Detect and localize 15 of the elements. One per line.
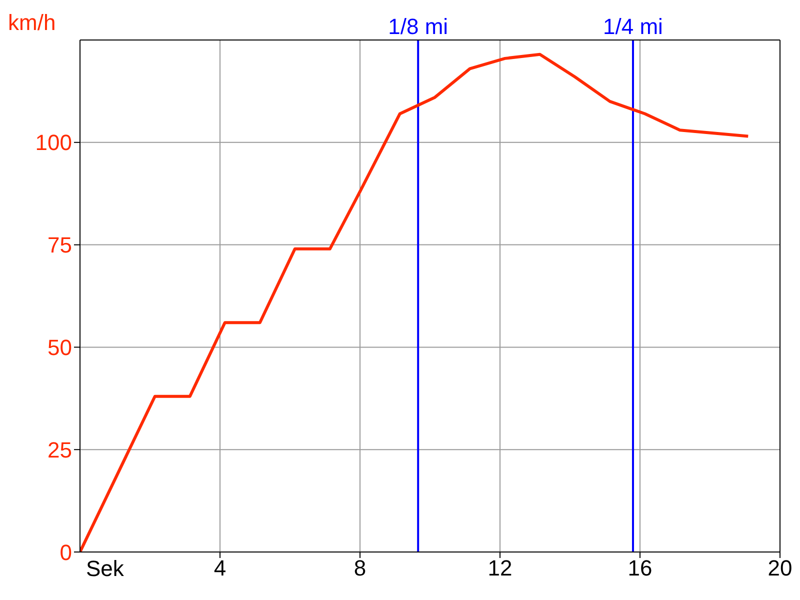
y-tick-label: 25 xyxy=(48,437,72,462)
x-axis-title: Sek xyxy=(86,556,124,582)
y-tick-label: 50 xyxy=(48,335,72,360)
y-axis-title: km/h xyxy=(8,10,56,36)
y-tick-label: 0 xyxy=(60,540,72,565)
ref-line-label: 1/4 mi xyxy=(603,14,663,39)
y-tick-label: 100 xyxy=(35,130,72,156)
x-tick-label: 12 xyxy=(488,556,512,581)
line-series xyxy=(80,52,750,552)
x-tick-label: 16 xyxy=(628,556,652,581)
y-tick-label: 75 xyxy=(48,232,72,258)
ref-line-label: 1/8 mi xyxy=(388,14,448,39)
x-tick-label: 8 xyxy=(354,556,366,581)
x-tick-label: 20 xyxy=(768,556,792,581)
x-tick-label: 4 xyxy=(214,556,226,581)
